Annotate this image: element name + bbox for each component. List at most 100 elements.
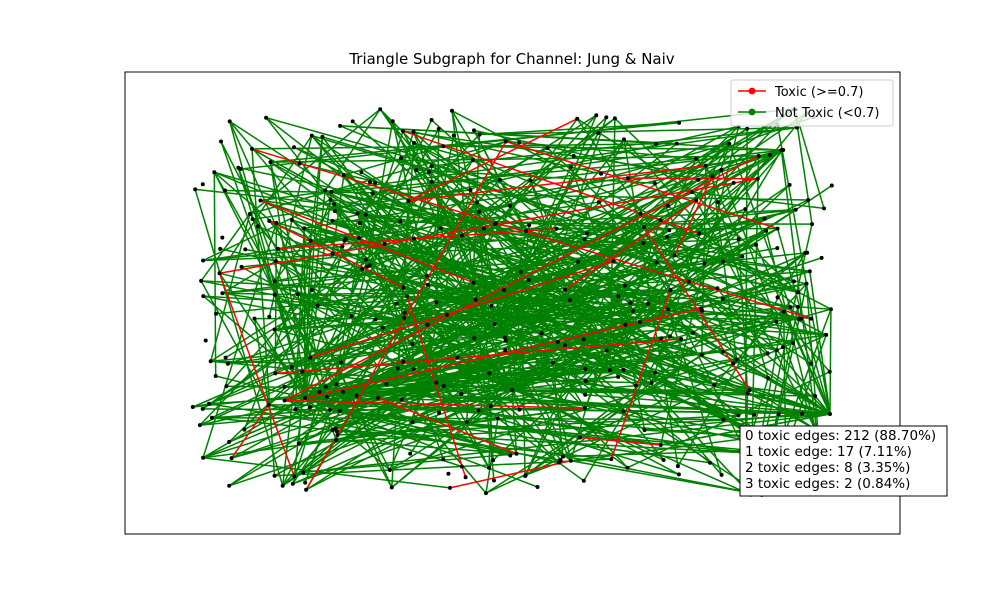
graph-node	[628, 301, 633, 305]
not-toxic-edge	[228, 389, 513, 487]
graph-node	[822, 206, 826, 211]
not-toxic-edge	[201, 280, 571, 301]
graph-node	[793, 207, 798, 212]
not-toxic-edge	[527, 114, 597, 281]
graph-node	[399, 397, 404, 402]
graph-node	[581, 478, 586, 483]
graph-node	[568, 298, 572, 302]
not-toxic-edge	[569, 287, 718, 301]
graph-node	[561, 454, 565, 459]
graph-node	[503, 139, 508, 144]
graph-node	[340, 244, 345, 249]
graph-node	[752, 412, 757, 417]
graph-node	[796, 290, 801, 295]
not-toxic-edge	[755, 244, 831, 415]
graph-node	[334, 438, 339, 443]
graph-node	[468, 187, 473, 192]
graph-node	[412, 236, 416, 241]
graph-node	[217, 271, 222, 276]
not-toxic-edge	[321, 136, 513, 391]
graph-node	[292, 145, 296, 150]
graph-node	[667, 228, 672, 233]
graph-node	[410, 342, 415, 347]
not-toxic-edge	[225, 189, 809, 201]
toxic-edge	[564, 199, 697, 291]
graph-node	[492, 322, 497, 327]
graph-node	[690, 190, 695, 195]
graph-node	[653, 370, 658, 375]
graph-node	[781, 309, 786, 314]
graph-node	[582, 406, 587, 411]
graph-node	[378, 107, 383, 112]
graph-node	[333, 426, 338, 431]
graph-node	[360, 267, 365, 272]
not-toxic-edge	[329, 409, 746, 454]
graph-node	[703, 163, 708, 168]
not-toxic-edge	[776, 349, 831, 415]
graph-node	[804, 281, 809, 286]
graph-node	[612, 116, 617, 121]
graph-node	[517, 407, 522, 412]
graph-node	[806, 198, 811, 202]
not-toxic-edge	[213, 171, 393, 488]
graph-node	[604, 115, 609, 120]
graph-node	[227, 483, 232, 488]
not-toxic-edge	[304, 409, 331, 483]
graph-node	[828, 412, 832, 416]
not-toxic-edge	[511, 311, 784, 391]
graph-node	[434, 380, 439, 385]
graph-node	[550, 360, 555, 365]
not-toxic-edge	[569, 229, 670, 301]
graph-node	[227, 119, 232, 124]
graph-node	[584, 231, 589, 236]
graph-node	[641, 241, 646, 245]
not-toxic-edge	[282, 181, 433, 487]
graph-node	[583, 367, 588, 371]
not-toxic-edge	[415, 169, 571, 301]
not-toxic-edge	[569, 244, 757, 301]
graph-node	[292, 474, 297, 479]
not-toxic-edge	[304, 317, 405, 399]
graph-node	[267, 314, 272, 319]
legend-not-toxic-label: Not Toxic (<0.7)	[775, 106, 880, 121]
not-toxic-edge	[495, 209, 796, 225]
legend-box	[730, 79, 894, 127]
not-toxic-edge	[478, 211, 571, 301]
graph-node	[357, 236, 361, 240]
not-toxic-edge	[404, 299, 571, 319]
graph-node	[524, 228, 528, 233]
toxic-edge	[627, 177, 758, 180]
graph-node	[665, 234, 669, 239]
not-toxic-edge	[208, 169, 722, 405]
graph-node	[272, 327, 277, 332]
graph-node	[754, 242, 759, 247]
graph-node	[679, 337, 684, 341]
graph-node	[308, 355, 313, 360]
not-toxic-edge	[367, 265, 571, 301]
graph-node	[578, 435, 583, 440]
graph-node	[721, 259, 726, 264]
graph-node	[810, 222, 814, 227]
graph-node	[290, 365, 294, 370]
not-toxic-edge	[428, 140, 507, 173]
not-toxic-edge	[569, 299, 764, 445]
graph-node	[376, 395, 380, 400]
graph-node	[441, 457, 446, 462]
graph-node	[250, 217, 255, 222]
toxic-edge	[406, 296, 467, 478]
graph-node	[575, 116, 580, 121]
graph-node	[370, 191, 375, 196]
graph-node	[219, 139, 223, 144]
graph-node	[539, 331, 544, 336]
graph-node	[666, 307, 671, 312]
graph-node	[649, 381, 654, 385]
graph-node	[502, 288, 506, 292]
graph-node	[335, 433, 340, 437]
graph-node	[477, 132, 482, 137]
stats-line-2: 2 toxic edges: 8 (3.35%)	[745, 460, 910, 476]
not-toxic-edge	[413, 142, 588, 235]
graph-node	[212, 170, 217, 175]
not-toxic-edge	[809, 271, 831, 415]
graph-node	[208, 359, 213, 364]
graph-node	[364, 257, 368, 262]
